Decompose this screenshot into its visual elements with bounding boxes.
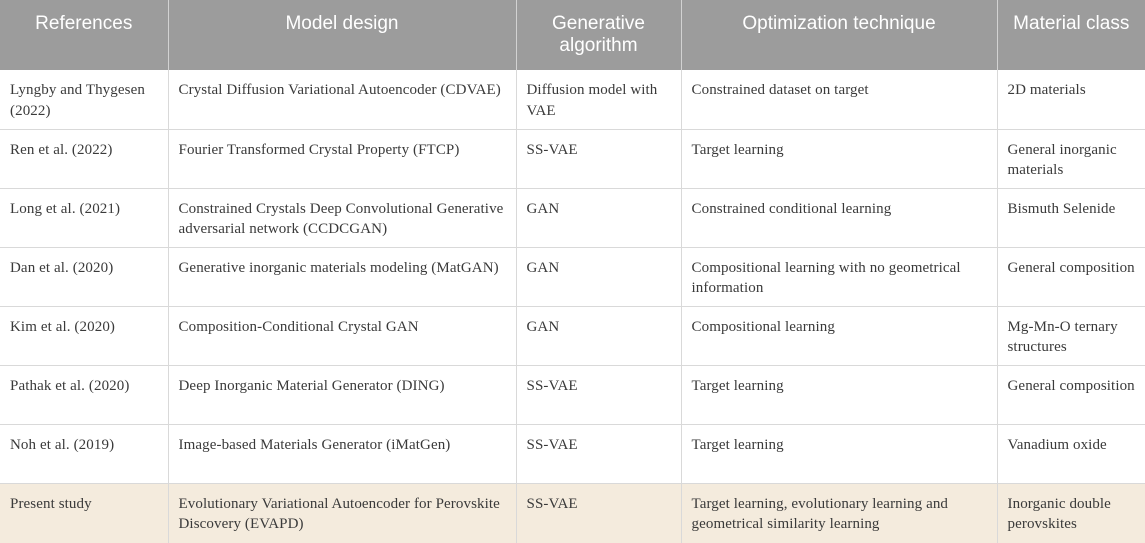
column-header-model-design: Model design [167, 0, 516, 70]
material-class-cell: 2D materials [996, 70, 1145, 130]
algorithm-cell: SS-VAE [515, 424, 681, 484]
model-design-cell: Generative inorganic materials modeling … [167, 247, 516, 307]
optimization-cell: Constrained dataset on target [680, 70, 997, 130]
column-header-optimization-technique: Optimization technique [680, 0, 997, 70]
algorithm-cell: SS-VAE [515, 483, 681, 543]
material-class-cell: General composition [996, 247, 1145, 307]
table-row: Lyngby and Thygesen (2022) Crystal Diffu… [0, 70, 1145, 130]
table-row: Dan et al. (2020) Generative inorganic m… [0, 247, 1145, 307]
model-design-cell: Crystal Diffusion Variational Autoencode… [167, 70, 516, 130]
column-header-references: References [35, 13, 133, 34]
model-design-cell: Evolutionary Variational Autoencoder for… [167, 483, 516, 543]
reference-cell: Long et al. (2021) [0, 188, 168, 248]
reference-cell: Pathak et al. (2020) [0, 365, 168, 425]
algorithm-cell: GAN [515, 247, 681, 307]
algorithm-cell: SS-VAE [515, 365, 681, 425]
table-row: Long et al. (2021) Constrained Crystals … [0, 188, 1145, 248]
model-design-cell: Constrained Crystals Deep Convolutional … [167, 188, 516, 248]
reference-cell: Present study [0, 483, 168, 543]
material-class-cell: Vanadium oxide [996, 424, 1145, 484]
material-class-cell: Bismuth Selenide [996, 188, 1145, 248]
reference-cell: Ren et al. (2022) [0, 129, 168, 189]
optimization-cell: Constrained conditional learning [680, 188, 997, 248]
table-row: Kim et al. (2020) Composition-Conditiona… [0, 306, 1145, 366]
reference-cell: Dan et al. (2020) [0, 247, 168, 307]
header-row: References Model design Generative algor… [0, 0, 1145, 70]
present-study-row: Present study Evolutionary Variational A… [0, 483, 1145, 543]
table-row: Noh et al. (2019) Image-based Materials … [0, 424, 1145, 484]
material-class-cell: Inorganic double perovskites [996, 483, 1145, 543]
model-design-cell: Deep Inorganic Material Generator (DING) [167, 365, 516, 425]
optimization-cell: Target learning [680, 129, 997, 189]
table-row: Ren et al. (2022) Fourier Transformed Cr… [0, 129, 1145, 189]
optimization-cell: Target learning, evolutionary learning a… [680, 483, 997, 543]
model-design-cell: Image-based Materials Generator (iMatGen… [167, 424, 516, 484]
reference-cell: Lyngby and Thygesen (2022) [0, 70, 168, 130]
optimization-cell: Target learning [680, 365, 997, 425]
reference-cell: Kim et al. (2020) [0, 306, 168, 366]
material-class-cell: Mg-Mn-O ternary structures [996, 306, 1145, 366]
optimization-cell: Compositional learning with no geometric… [680, 247, 997, 307]
column-header-material-class: Material class [996, 0, 1145, 70]
algorithm-cell: GAN [515, 306, 681, 366]
optimization-cell: Compositional learning [680, 306, 997, 366]
material-class-cell: General inorganic materials [996, 129, 1145, 189]
table-row: Pathak et al. (2020) Deep Inorganic Mate… [0, 365, 1145, 425]
model-design-cell: Fourier Transformed Crystal Property (FT… [167, 129, 516, 189]
algorithm-cell: Diffusion model with VAE [515, 70, 681, 130]
material-class-cell: General composition [996, 365, 1145, 425]
model-design-cell: Composition-Conditional Crystal GAN [167, 306, 516, 366]
algorithm-cell: SS-VAE [515, 129, 681, 189]
reference-cell: Noh et al. (2019) [0, 424, 168, 484]
column-header-generative-algorithm: Generative algorithm [515, 0, 681, 70]
optimization-cell: Target learning [680, 424, 997, 484]
algorithm-cell: GAN [515, 188, 681, 248]
